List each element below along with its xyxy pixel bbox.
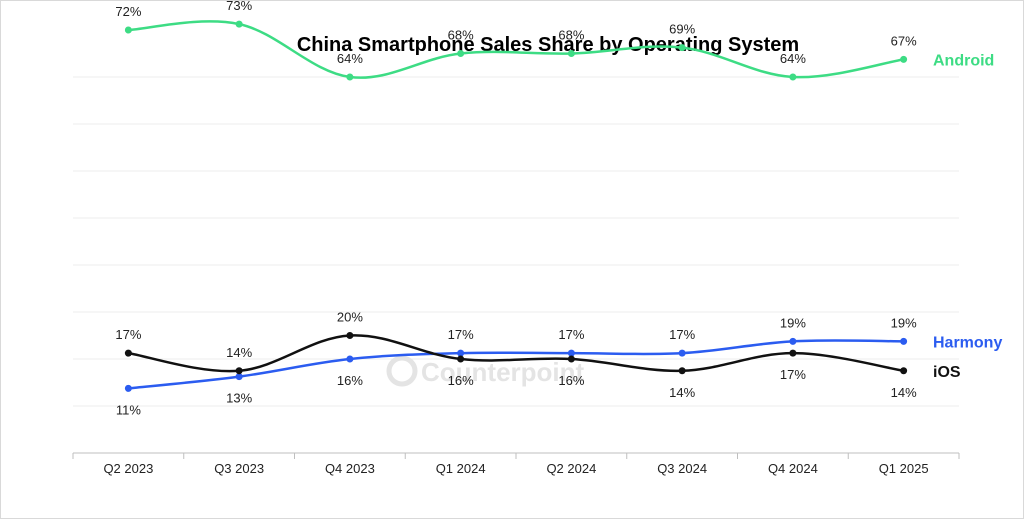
data-label-harmony: 17% [558, 327, 584, 342]
data-label-android: 64% [337, 51, 363, 66]
data-label-ios: 14% [669, 385, 695, 400]
data-label-android: 72% [115, 4, 141, 19]
data-point-android [678, 44, 686, 52]
data-point-harmony [678, 349, 686, 357]
data-point-harmony [457, 349, 465, 357]
data-point-ios [678, 367, 686, 375]
x-tick-label: Q1 2024 [436, 461, 486, 476]
series-label-ios: iOS [933, 364, 961, 381]
watermark-text: Counterpoint [421, 357, 585, 387]
x-tick-label: Q3 2023 [214, 461, 264, 476]
data-label-ios: 16% [558, 373, 584, 388]
series-label-android: Android [933, 52, 994, 69]
data-point-android [457, 50, 465, 57]
data-point-ios [124, 349, 132, 357]
x-tick-label: Q3 2024 [657, 461, 707, 476]
data-point-android [235, 20, 243, 28]
x-axis: Q2 2023 Q3 2023 Q4 2023 Q1 2024 Q2 2024 Q3 20… [72, 452, 960, 476]
data-label-harmony: 17% [669, 327, 695, 342]
data-point-harmony [789, 337, 797, 345]
data-label-harmony: 19% [780, 315, 806, 330]
data-point-ios [346, 332, 354, 339]
series-label-harmony: Harmony [933, 334, 1002, 351]
series-line-ios [128, 334, 904, 373]
chart-title: China Smartphone Sales Share by Operatin… [297, 34, 799, 56]
data-point-harmony [124, 384, 132, 392]
x-tick-label: Q2 2024 [546, 461, 596, 476]
data-point-ios [457, 355, 465, 363]
gridlines [73, 76, 959, 407]
data-label-ios: 17% [115, 327, 141, 342]
data-label-harmony: 11% [116, 402, 141, 417]
data-label-ios: 14% [226, 345, 252, 360]
data-point-harmony [900, 337, 908, 345]
series-line-android [128, 20, 904, 79]
data-point-android [900, 55, 908, 63]
series-group: 72% 73% 64% 68% 68% 69% 64% 67% Android 11% 13% 16%… [115, 1, 1002, 417]
data-point-ios [900, 367, 908, 375]
data-label-ios: 20% [337, 310, 363, 325]
data-label-harmony: 19% [891, 315, 917, 330]
data-point-ios [567, 355, 575, 363]
x-tick-label: Q1 2025 [879, 461, 929, 476]
data-label-harmony: 13% [226, 391, 252, 406]
data-label-android: 64% [780, 51, 806, 66]
data-label-harmony: 17% [448, 327, 474, 342]
data-label-android: 67% [891, 33, 917, 48]
series-harmony: 11% 13% 16% 17% 17% 17% 19% 19% Harmony [116, 315, 1003, 417]
watermark-logo [386, 355, 418, 387]
data-label-android: 68% [448, 28, 474, 43]
data-label-android: 73% [226, 1, 252, 13]
data-point-android [789, 73, 797, 81]
series-android: 72% 73% 64% 68% 68% 69% 64% 67% Android [115, 1, 994, 81]
x-tick-label: Q4 2024 [768, 461, 818, 476]
data-point-android [346, 73, 354, 81]
watermark: Counterpoint [386, 355, 585, 387]
data-point-ios [789, 349, 797, 357]
data-label-ios: 17% [780, 367, 806, 382]
data-label-ios: 16% [448, 373, 474, 388]
data-point-android [567, 50, 575, 57]
data-label-ios: 14% [891, 385, 917, 400]
x-tick-label: Q4 2023 [325, 461, 375, 476]
data-label-android: 68% [558, 28, 584, 43]
series-line-harmony [128, 339, 904, 390]
data-point-ios [235, 367, 243, 375]
data-label-android: 69% [669, 22, 695, 37]
data-label-harmony: 16% [337, 373, 363, 388]
data-point-harmony [346, 355, 354, 363]
data-point-android [124, 26, 132, 34]
x-tick-label: Q2 2023 [103, 461, 153, 476]
data-point-harmony [235, 373, 243, 381]
data-point-harmony [567, 349, 575, 357]
series-ios: 17% 14% 20% 16% 16% 14% 17% 14% iOS [115, 310, 961, 400]
